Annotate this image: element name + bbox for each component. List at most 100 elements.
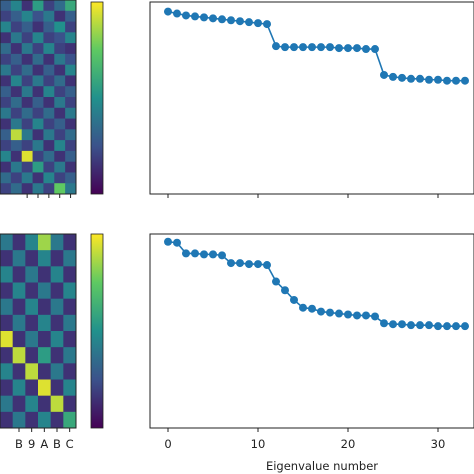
line-chart-bottom: 0 10 20 30 Eigenvalue number [149,233,474,473]
heatmap-bottom-cell [25,250,39,267]
heatmap-bottom-cell [50,282,64,300]
line-chart-bottom-series-line [167,240,465,327]
heatmap-top-cell [54,129,66,141]
line-chart-top-point [362,45,370,54]
line-chart-top-point [380,70,388,79]
heatmap-top-cell [0,86,12,98]
heatmap-bottom-cell [50,331,64,348]
heatmap-top-cell [21,172,33,184]
heatmap-top-cell [32,172,44,184]
heatmap-bottom-x-tick-label: B [53,437,61,451]
heatmap-bottom-cell [25,282,39,300]
heatmap-top-cell [32,53,44,66]
heatmap-bottom-cell [0,234,14,251]
heatmap-top-cell [21,75,33,87]
line-chart-bottom-point [290,295,298,304]
heatmap-top-cell [65,140,77,152]
heatmap-top-cell [65,161,77,173]
heatmap-bottom-cell [50,250,64,267]
heatmap-top-cell [65,0,77,12]
heatmap-bottom-cell [0,347,14,364]
line-chart-bottom-point [461,322,469,331]
heatmap-top-cell [65,129,77,141]
heatmap-top-cell [10,183,23,195]
heatmap-top-cell [65,21,77,33]
heatmap-bottom-x-tick-label: B [15,437,23,451]
heatmap-top-cell [65,86,77,98]
heatmap-top-cell [10,150,23,163]
heatmap-bottom-cell [12,395,26,413]
heatmap-bottom-cell [25,266,39,283]
line-chart-top-point [353,44,361,53]
heatmap-top-cell [32,161,44,173]
heatmap-top-cell [43,140,55,152]
heatmap-top-cell [43,161,55,173]
line-chart-top-series-line [167,10,465,82]
heatmap-top-cell [10,10,23,22]
line-chart-top-point [317,43,325,52]
heatmap-bottom-cell [0,266,14,283]
line-chart-top-points [164,7,469,85]
line-chart-bottom-point [263,261,271,270]
heatmap-bottom-cell [38,282,52,300]
line-chart-bottom-frame [149,233,474,429]
heatmap-top-cell [10,140,23,152]
line-chart-bottom-point [173,238,181,247]
heatmap-top-cell [43,172,55,184]
heatmap-bottom-cell [25,347,39,364]
heatmap-top-cell [21,86,33,98]
heatmap-top-cell [43,32,55,44]
heatmap-top-cell [10,53,23,66]
heatmap-bottom-cell [0,411,14,429]
heatmap-top-cell [43,97,55,109]
line-chart-bottom-point [245,260,253,269]
heatmap-top-cell [10,0,23,12]
line-chart-bottom-ticks: 0 10 20 30 [164,428,445,451]
line-chart-bottom-point [398,320,406,329]
heatmap-top-cell [21,53,33,66]
heatmap-top-cell [10,161,23,173]
heatmap-top-cell [0,21,12,33]
heatmap-top-cell [32,97,44,109]
line-chart-bottom-point [344,310,352,319]
heatmap-top-cell [10,75,23,87]
heatmap-top-cell [54,140,66,152]
line-chart-bottom-point [227,259,235,268]
heatmap-bottom-cell [63,395,77,413]
heatmap-bottom-cell [63,331,77,348]
heatmap-top-cell [54,53,66,66]
heatmap-top-cell [43,21,55,33]
heatmap-top-cells [0,0,77,195]
heatmap-top-cell [54,32,66,44]
heatmap-bottom-cell [12,250,26,267]
line-chart-top-point [281,43,289,52]
heatmap-top-cell [54,0,66,12]
heatmap-bottom-cell [12,331,26,348]
heatmap-top-cell [21,118,33,130]
heatmap-top-cell [0,43,12,55]
heatmap-top-cell [32,75,44,87]
line-chart-top-point [326,43,334,52]
heatmap-top-cell [10,21,23,33]
line-chart-top-point [245,18,253,27]
heatmap-bottom-cells [0,234,77,429]
line-chart-bottom-point [209,250,217,259]
line-chart-top-point [164,7,172,16]
heatmap-bottom-cell [50,347,64,364]
line-chart-bottom-point [182,249,190,258]
line-chart-bottom-point [254,260,262,269]
heatmap-top-cell [32,10,44,22]
heatmap-top-cell [43,129,55,141]
heatmap-top-cell [54,97,66,109]
line-chart-bottom-point [452,322,460,331]
line-chart-top-point [308,43,316,52]
heatmap-bottom-cell [12,234,26,251]
heatmap-top-cell [65,32,77,44]
heatmap-top-cell [32,183,44,195]
line-chart-bottom-x-tick-label: 20 [341,437,356,451]
heatmap-bottom-cell [25,298,39,316]
line-chart-bottom-point [443,322,451,331]
heatmap-top-cell [21,140,33,152]
line-chart-bottom-point [299,303,307,312]
